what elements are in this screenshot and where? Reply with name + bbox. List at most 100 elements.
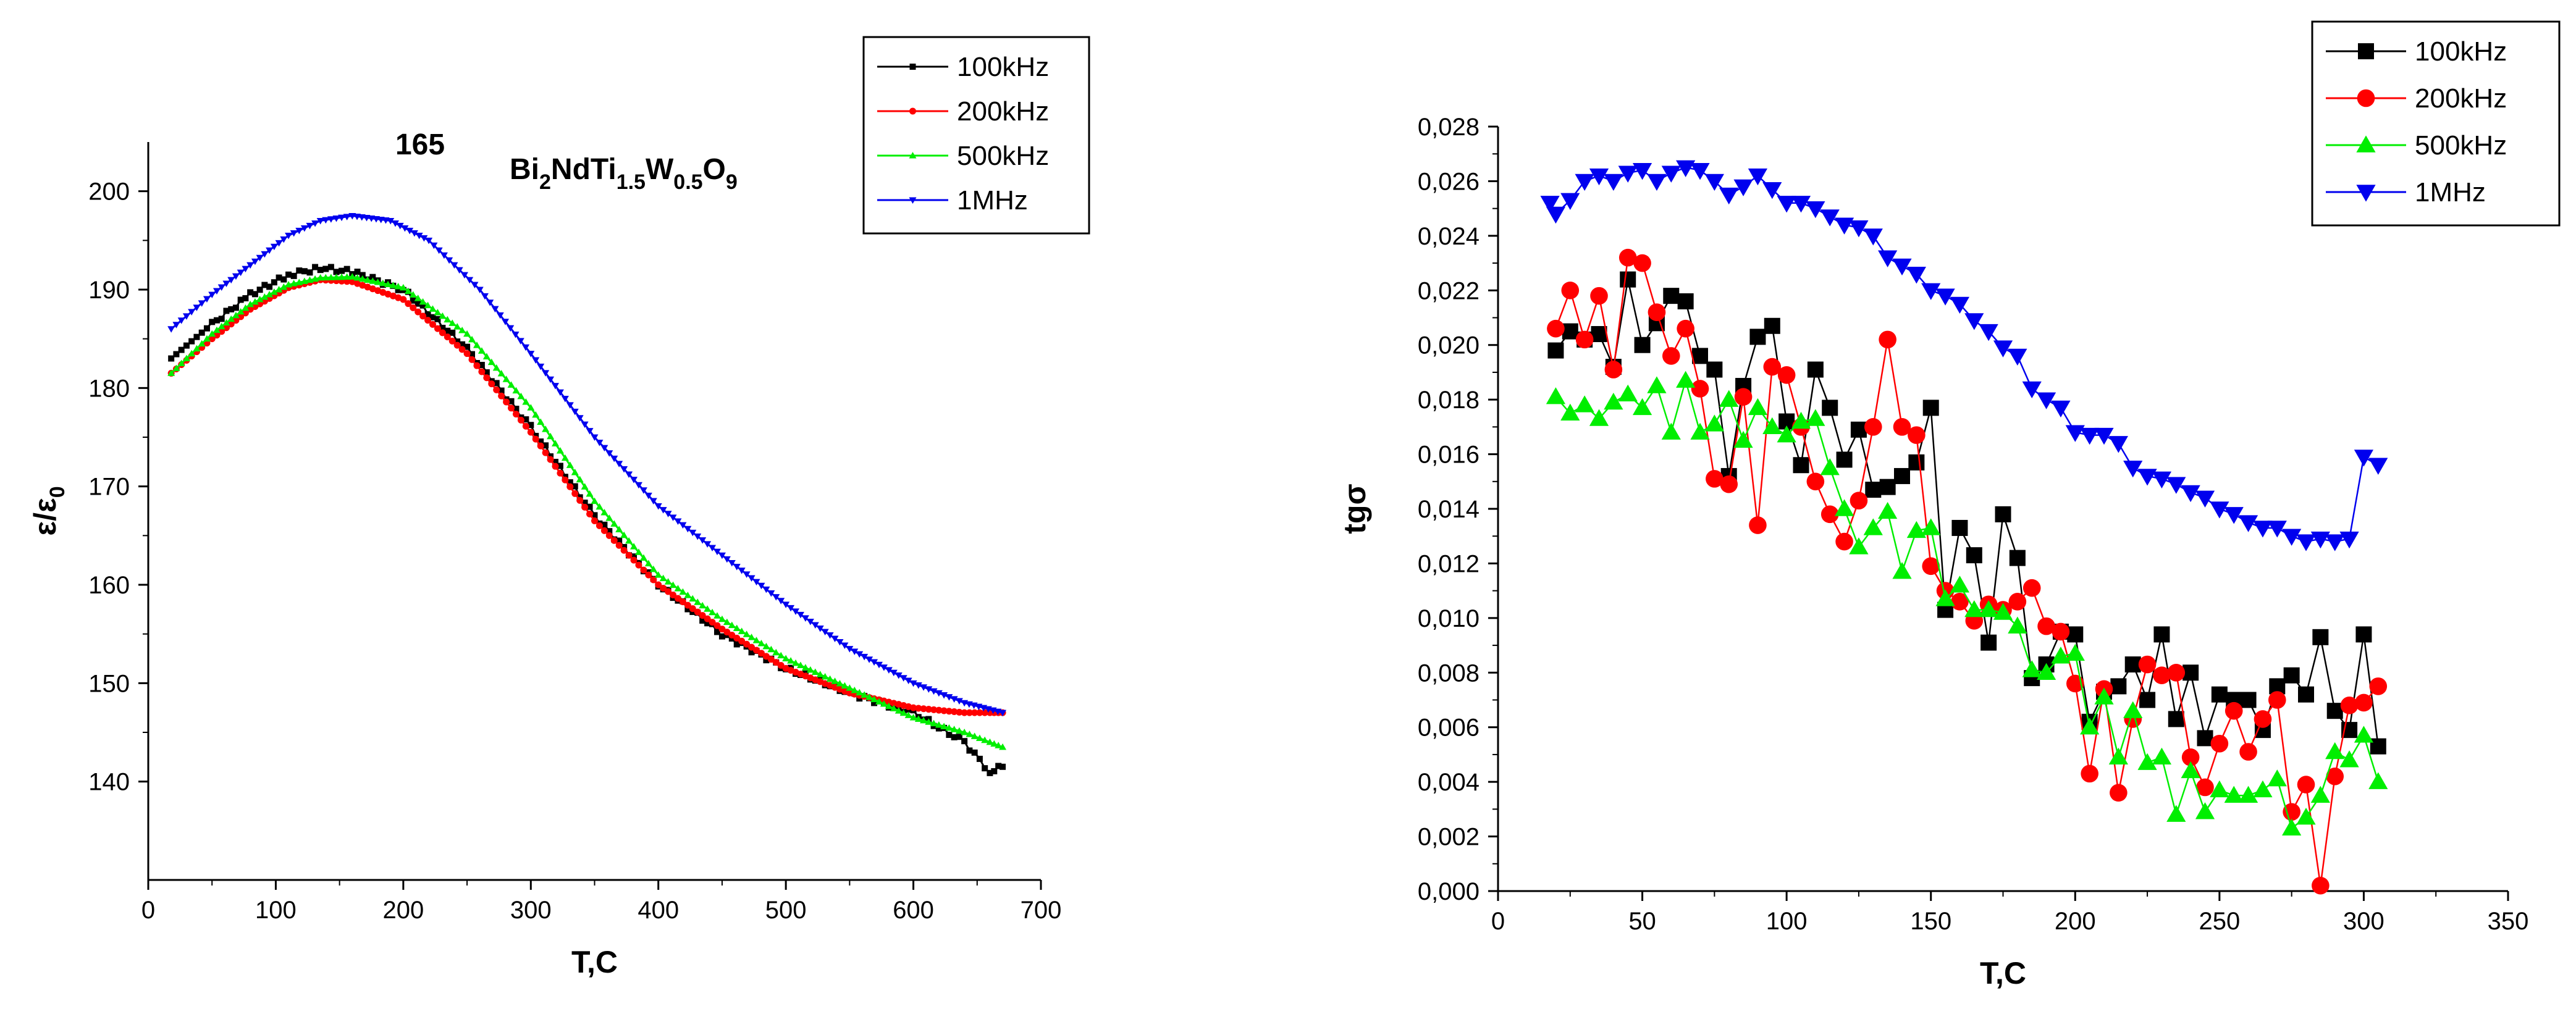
data-point xyxy=(1850,492,1868,510)
data-point xyxy=(208,330,216,337)
data-point xyxy=(1590,287,1608,305)
data-point xyxy=(1908,426,1926,444)
legend-swatch-marker xyxy=(909,107,916,115)
data-point xyxy=(1618,248,1637,267)
data-point xyxy=(772,594,780,601)
data-point xyxy=(542,442,549,449)
data-point xyxy=(596,503,604,510)
data-point xyxy=(213,326,221,333)
data-point xyxy=(512,387,520,394)
data-point xyxy=(1604,361,1623,379)
data-point xyxy=(312,264,319,270)
data-point xyxy=(616,537,623,544)
data-point xyxy=(2195,490,2215,508)
data-point xyxy=(453,323,461,330)
data-point xyxy=(266,290,274,298)
chart-loss-tangent: 0 50 100 150 200 250 300 350 0,000 0,002 0,004 0,00… xyxy=(1337,20,2561,990)
x-tick-label: 100 xyxy=(1766,908,1808,935)
data-point xyxy=(167,326,175,333)
data-point xyxy=(218,328,225,335)
data-point xyxy=(327,274,335,280)
data-point xyxy=(369,277,377,284)
data-point xyxy=(502,319,509,325)
data-point xyxy=(935,721,943,728)
data-point xyxy=(747,634,756,640)
data-point xyxy=(1562,323,1578,340)
data-point xyxy=(875,661,883,669)
data-point xyxy=(920,705,927,713)
formula-subscript: 2 xyxy=(539,170,551,194)
data-point xyxy=(1719,187,1739,205)
data-point xyxy=(1922,557,1940,576)
data-point xyxy=(469,351,476,358)
data-point xyxy=(955,698,963,705)
data-point xyxy=(353,274,361,281)
data-point xyxy=(1964,313,1984,330)
data-point xyxy=(409,291,417,298)
data-point xyxy=(1704,414,1724,432)
data-point xyxy=(1849,537,1869,555)
data-point xyxy=(890,669,898,677)
data-point xyxy=(1806,201,1825,219)
data-point xyxy=(487,358,495,366)
data-point xyxy=(275,240,283,247)
data-point xyxy=(723,629,731,636)
data-point xyxy=(704,541,712,548)
data-point xyxy=(1892,258,1912,276)
data-point xyxy=(566,402,574,409)
data-point xyxy=(910,704,917,711)
data-point xyxy=(639,487,647,494)
data-point xyxy=(2181,748,2200,766)
data-point xyxy=(1878,250,1898,267)
data-point xyxy=(188,338,195,345)
data-point xyxy=(227,277,235,284)
data-point xyxy=(2124,656,2141,673)
data-point xyxy=(870,695,878,703)
data-point xyxy=(605,514,613,521)
data-point xyxy=(348,278,356,285)
data-point xyxy=(527,404,535,411)
data-point xyxy=(610,537,618,544)
data-point xyxy=(2022,660,2042,677)
data-point xyxy=(460,272,468,279)
data-point xyxy=(332,215,340,222)
x-tick-label: 300 xyxy=(510,897,552,924)
data-point xyxy=(1620,271,1636,288)
data-point xyxy=(723,556,731,563)
data-point xyxy=(816,625,824,632)
data-point xyxy=(2211,686,2228,703)
data-point xyxy=(1632,163,1652,180)
data-point xyxy=(930,719,938,727)
data-point xyxy=(301,268,308,275)
x-tick-label: 50 xyxy=(1628,908,1656,935)
data-point xyxy=(1807,361,1824,378)
data-point xyxy=(1950,576,1970,593)
data-point xyxy=(2339,750,2359,768)
chart-title-number: 165 xyxy=(395,128,445,161)
data-point xyxy=(2312,629,2329,645)
data-point xyxy=(557,469,564,477)
data-point xyxy=(1618,165,1638,183)
data-point xyxy=(348,273,356,280)
data-point xyxy=(311,220,319,227)
data-point xyxy=(542,370,550,377)
data-point xyxy=(448,319,457,326)
data-point xyxy=(2152,747,2172,765)
data-point xyxy=(338,214,346,222)
data-point xyxy=(961,738,968,745)
data-point xyxy=(343,273,351,280)
data-point xyxy=(610,455,618,463)
data-point xyxy=(172,322,180,329)
data-point xyxy=(1863,518,1883,535)
data-point xyxy=(747,575,756,582)
data-point xyxy=(429,305,437,312)
data-point xyxy=(1834,217,1854,235)
data-point xyxy=(664,511,672,517)
data-point xyxy=(738,567,746,574)
data-point xyxy=(561,395,569,403)
data-point xyxy=(290,230,298,237)
data-point xyxy=(851,686,859,693)
data-point xyxy=(1634,337,1651,353)
data-point xyxy=(851,648,859,655)
data-point xyxy=(300,225,308,232)
